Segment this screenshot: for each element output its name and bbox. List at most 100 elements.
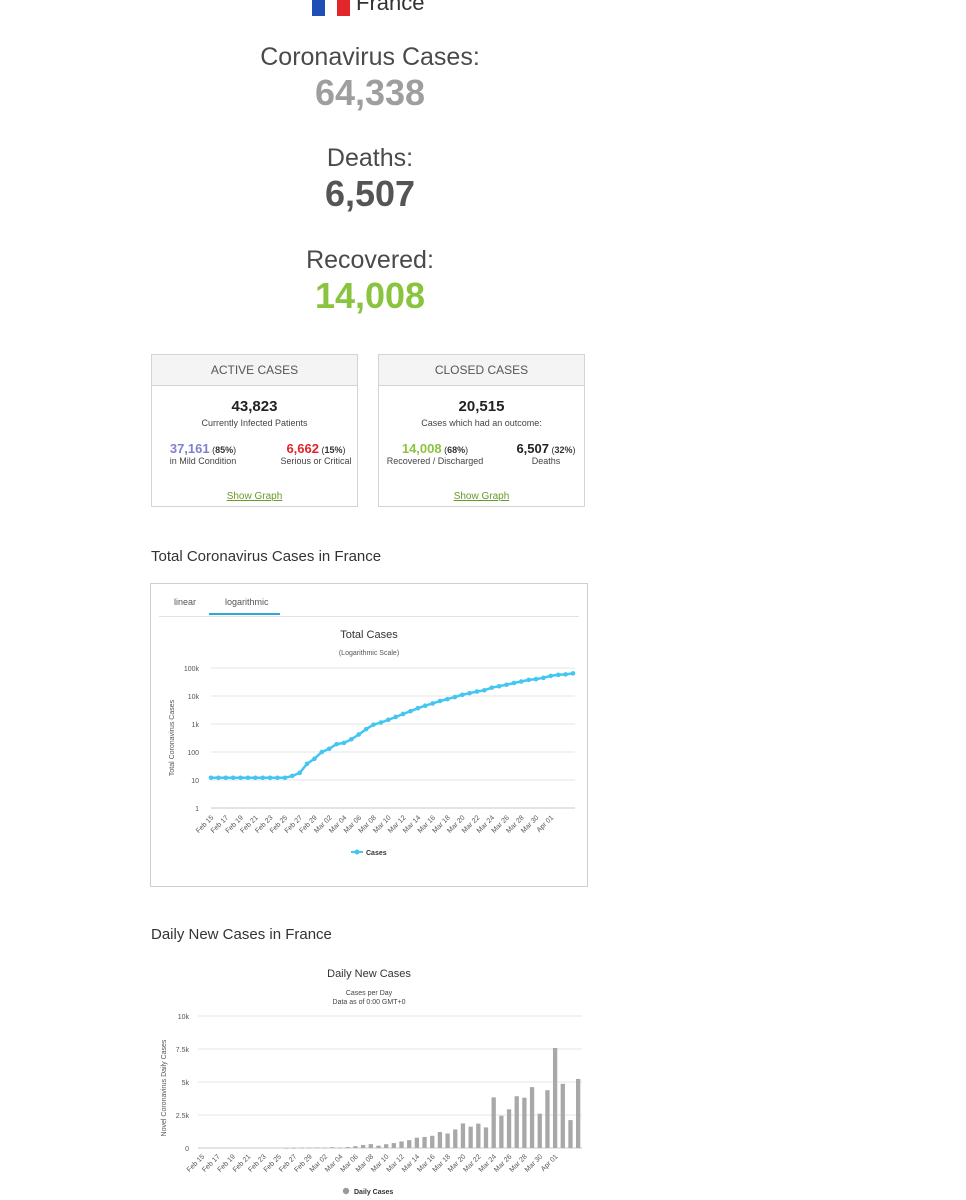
bar [345, 1147, 350, 1148]
data-point [356, 732, 362, 737]
legend-marker [354, 849, 360, 855]
data-point [445, 696, 450, 702]
country-name: France [356, 0, 425, 15]
closed-recovered-pct: (68%) [444, 445, 469, 455]
data-point [541, 675, 546, 681]
x-tick-label: Mar 30 [524, 1153, 544, 1173]
data-point [378, 720, 384, 725]
data-point [474, 689, 480, 694]
chart-subtitle: Cases per Day [346, 990, 393, 997]
bar [368, 1144, 373, 1148]
bar [506, 1109, 512, 1148]
y-tick-label: 5k [182, 1080, 190, 1087]
active-cases-total-label: Currently Infected Patients [201, 418, 308, 428]
tab-logarithmic[interactable]: logarithmic [209, 597, 280, 615]
bar [422, 1136, 427, 1148]
data-point [319, 749, 325, 755]
bar [552, 1047, 558, 1148]
active-show-graph-link[interactable]: Show Graph [226, 491, 283, 502]
data-point [289, 773, 295, 779]
stat-cases: Coronavirus Cases: 64,338 [0, 42, 740, 114]
stat-recovered-value: 14,008 [314, 275, 426, 316]
bar [330, 1147, 335, 1148]
data-point [482, 687, 487, 693]
data-point [334, 741, 339, 747]
bar [522, 1097, 527, 1148]
data-point [312, 756, 317, 762]
critical-value: 6,662 [286, 441, 319, 456]
bar [576, 1078, 581, 1148]
data-point [216, 775, 221, 781]
data-point [504, 682, 509, 688]
data-point [363, 726, 369, 732]
data-point [437, 698, 443, 704]
y-tick-label: 100 [187, 750, 199, 757]
chart-title: Daily New Cases [327, 968, 411, 980]
data-point [400, 711, 406, 717]
legend-marker [342, 1187, 350, 1195]
y-axis-label: Novel Coronavirus Daily Cases [161, 1039, 168, 1136]
y-tick-label: 10k [178, 1014, 190, 1021]
data-point [489, 685, 495, 690]
critical-condition-stat: 6,662 (15%) Serious or Critical [276, 441, 356, 466]
critical-pct: (15%) [321, 445, 346, 455]
data-point [430, 701, 435, 706]
data-point [459, 692, 465, 698]
data-point [467, 690, 472, 696]
data-point [526, 677, 531, 683]
stat-deaths: Deaths: 6,507 [0, 143, 740, 215]
closed-cases-panel: Closed Cases 20,515 Cases which had an o… [378, 354, 585, 507]
mild-pct: (85%) [212, 445, 237, 455]
bar [560, 1083, 565, 1148]
bar [529, 1087, 535, 1148]
data-point [341, 740, 347, 746]
data-point [230, 775, 236, 781]
data-point [304, 761, 310, 767]
stat-deaths-value: 6,507 [324, 173, 416, 214]
data-point [371, 722, 376, 727]
y-tick-label: 7.5k [176, 1047, 190, 1054]
data-point [415, 705, 421, 711]
bar [353, 1146, 358, 1148]
closed-deaths-pct: (32%) [551, 445, 576, 455]
closed-cases-total: 20,515 [458, 398, 505, 415]
data-point [422, 703, 428, 709]
closed-deaths-label: Deaths [531, 456, 561, 466]
bar [445, 1133, 450, 1148]
closed-show-graph-link[interactable]: Show Graph [453, 491, 510, 502]
bar [391, 1143, 396, 1148]
bar [568, 1120, 573, 1148]
chart-subtitle: (Logarithmic Scale) [339, 650, 399, 657]
bar [314, 1147, 320, 1149]
y-tick-label: 2.5k [176, 1113, 190, 1120]
active-cases-panel: Active Cases 43,823 Currently Infected P… [151, 354, 358, 507]
bar [376, 1145, 381, 1148]
bar [460, 1123, 466, 1148]
y-tick-label: 1k [192, 722, 200, 729]
x-tick-label: Apr 01 [536, 814, 556, 834]
closed-cases-total-label: Cases which had an outcome: [421, 418, 542, 428]
data-point [253, 775, 258, 781]
bar [291, 1147, 297, 1149]
bar [384, 1144, 389, 1148]
france-flag-icon [312, 0, 351, 16]
bar [284, 1147, 289, 1149]
data-point [563, 672, 568, 677]
bar [414, 1137, 420, 1148]
mild-label: in Mild Condition [169, 456, 237, 466]
data-point [208, 775, 214, 781]
active-cases-header: Active Cases [152, 355, 357, 386]
data-point [275, 775, 280, 781]
bar [491, 1097, 496, 1148]
data-point [518, 679, 524, 684]
bar [360, 1144, 366, 1148]
data-point [496, 683, 502, 689]
bar [468, 1126, 473, 1148]
data-point [297, 770, 302, 776]
flag-stripe-white [324, 0, 338, 16]
bar [545, 1090, 550, 1148]
series-line-cases [211, 672, 574, 780]
data-point [282, 775, 288, 781]
closed-recovered-label: Recovered / Discharged [386, 456, 484, 466]
tab-linear[interactable]: linear [174, 597, 197, 607]
